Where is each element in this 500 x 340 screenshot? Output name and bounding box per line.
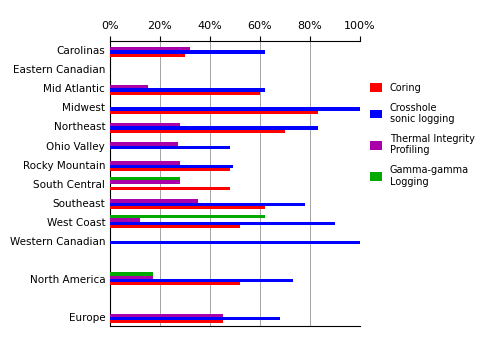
Bar [110,187,230,190]
Bar [110,177,180,180]
Bar [110,88,265,92]
Bar [110,123,180,126]
Bar [110,111,318,114]
Bar [110,206,265,209]
Bar [110,275,152,279]
Bar [110,317,280,320]
Bar [110,218,140,222]
Bar [110,222,335,225]
Bar [110,146,230,149]
Bar [110,50,265,54]
Bar [110,279,292,282]
Bar [110,320,222,323]
Bar [110,241,360,244]
Bar [110,215,265,218]
Legend: Coring, Crosshole
sonic logging, Thermal Integrity
Profiling, Gamma-gamma
Loggin: Coring, Crosshole sonic logging, Thermal… [368,80,478,190]
Bar [110,272,152,275]
Bar [110,313,222,317]
Bar [110,126,318,130]
Bar [110,165,232,168]
Bar [110,54,185,57]
Bar [110,142,178,146]
Bar [110,107,360,111]
Bar [110,47,190,50]
Bar [110,92,260,95]
Bar [110,225,240,228]
Bar [110,282,240,285]
Bar [110,180,180,184]
Bar [110,203,305,206]
Bar [110,168,230,171]
Bar [110,199,198,203]
Bar [110,85,148,88]
Bar [110,130,285,133]
Bar [110,161,180,165]
